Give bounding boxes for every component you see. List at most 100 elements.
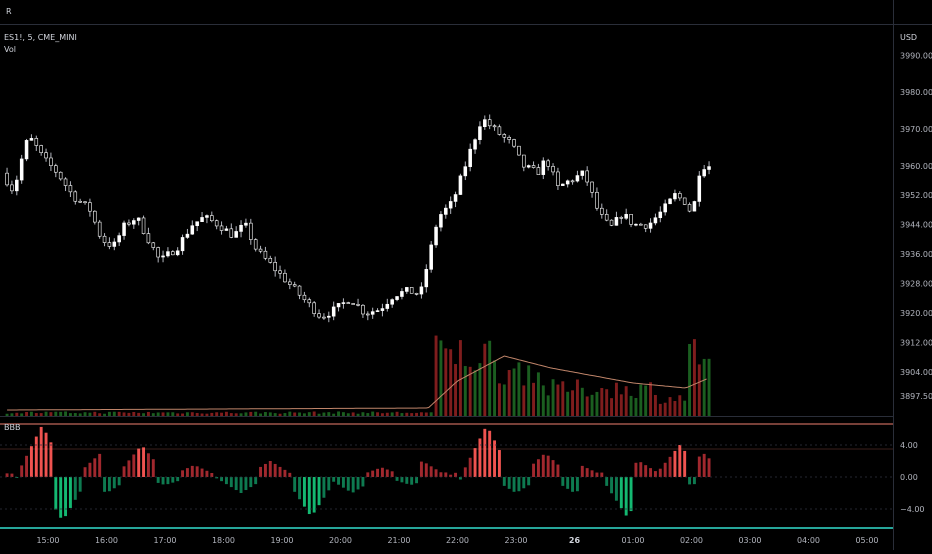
osc-bar-62	[307, 477, 311, 515]
volume-bar-21	[107, 411, 111, 416]
volume-bar-46	[229, 413, 233, 416]
volume-bar-102	[502, 384, 506, 416]
volume-bar-139	[683, 400, 687, 416]
osc-bar-29	[146, 453, 150, 477]
osc-bar-35	[176, 477, 180, 482]
candle-93	[458, 175, 463, 195]
oscillator-pane[interactable]	[5, 426, 711, 518]
volume-bar-37	[185, 412, 189, 416]
candle-84	[414, 293, 419, 295]
volume-bar-65	[322, 412, 326, 416]
candle-10	[54, 165, 58, 173]
volume-bar-52	[259, 413, 263, 416]
volume-bar-108	[532, 382, 536, 416]
volume-bar-82	[405, 412, 409, 416]
candle-18	[93, 210, 97, 223]
volume-bar-91	[449, 349, 453, 416]
osc-bar-111	[546, 455, 550, 477]
osc-bar-143	[702, 453, 706, 477]
osc-bar-134	[658, 468, 662, 477]
osc-bar-122	[600, 472, 604, 477]
candle-135	[663, 203, 667, 213]
volume-bar-29	[146, 411, 150, 416]
osc-bar-19	[98, 453, 102, 477]
volume-bar-66	[327, 412, 331, 416]
volume-legend[interactable]: Vol	[4, 45, 16, 54]
volume-bar-138	[678, 395, 682, 416]
volume-bar-79	[390, 412, 394, 416]
candle-121	[595, 191, 599, 209]
volume-bar-25	[127, 412, 131, 416]
osc-bar-16	[83, 467, 87, 477]
candle-107	[526, 165, 531, 168]
osc-bar-38	[190, 465, 194, 477]
osc-bar-68	[337, 477, 341, 485]
volume-bar-129	[634, 398, 638, 416]
candle-128	[629, 214, 633, 225]
osc-bar-48	[239, 477, 243, 493]
osc-bar-94	[463, 467, 467, 477]
osc-bar-54	[268, 461, 272, 477]
candle-114	[561, 183, 565, 186]
volume-bar-103	[507, 370, 511, 416]
candle-130	[639, 223, 643, 226]
volume-bar-96	[473, 370, 477, 416]
osc-bar-121	[595, 472, 599, 477]
time-tick-11: 02:00	[680, 536, 703, 545]
osc-bar-87	[429, 466, 433, 477]
candle-65	[322, 316, 326, 319]
volume-bar-36	[181, 413, 185, 416]
volume-bar-105	[517, 362, 521, 416]
osc-bar-95	[468, 457, 472, 477]
candle-26	[132, 220, 136, 225]
oscillator-legend[interactable]: BBB	[4, 423, 20, 432]
time-tick-7: 22:00	[446, 536, 469, 545]
candle-61	[302, 294, 307, 301]
osc-bar-49	[244, 477, 248, 491]
volume-bar-54	[268, 412, 272, 416]
osc-bar-101	[497, 450, 501, 477]
candle-44	[219, 225, 224, 231]
osc-bar-84	[415, 477, 419, 484]
candle-0	[5, 172, 9, 186]
candle-40	[200, 217, 204, 223]
candle-123	[604, 214, 609, 221]
volume-bar-41	[205, 413, 209, 416]
volume-bar-72	[356, 413, 360, 416]
volume-bar-119	[585, 396, 589, 416]
volume-bar-67	[332, 413, 336, 416]
volume-bar-93	[458, 340, 462, 416]
volume-bar-89	[439, 340, 443, 416]
osc-bar-124	[610, 477, 614, 494]
osc-bar-120	[590, 470, 594, 477]
candle-139	[682, 197, 687, 205]
price-scale[interactable]: 3990.00 3980.00 3970.00 3960.00 3952.00 3944.…	[900, 51, 932, 400]
osc-bar-138	[678, 445, 682, 477]
osc-bar-31	[156, 477, 160, 483]
time-axis[interactable]: 15:00 16:00 17:00 18:00 19:00 20:00 21:00 22:00…	[36, 536, 878, 545]
volume-bar-141	[692, 339, 696, 416]
volume-bar-101	[497, 383, 501, 416]
volume-bar-57	[283, 413, 287, 416]
menu-button[interactable]: R	[6, 7, 12, 16]
volume-bar-76	[376, 412, 380, 416]
osc-bar-42	[210, 473, 214, 477]
osc-bar-128	[629, 477, 633, 512]
candle-118	[580, 170, 585, 176]
osc-bar-80	[395, 477, 399, 481]
volume-bar-128	[629, 395, 633, 416]
candle-64	[317, 313, 321, 318]
candle-82	[405, 287, 409, 292]
volume-bar-131	[644, 385, 648, 416]
volume-bar-2	[15, 412, 19, 416]
osc-bar-40	[200, 468, 204, 477]
price-pane[interactable]	[5, 114, 711, 323]
osc-bar-18	[93, 458, 97, 477]
volume-bar-19	[98, 413, 102, 416]
osc-bar-144	[707, 458, 711, 477]
candle-5	[29, 138, 34, 141]
volume-bar-134	[658, 403, 662, 416]
symbol-legend[interactable]: ES1!, 5, CME_MINI	[4, 33, 77, 42]
candle-13	[68, 185, 73, 193]
